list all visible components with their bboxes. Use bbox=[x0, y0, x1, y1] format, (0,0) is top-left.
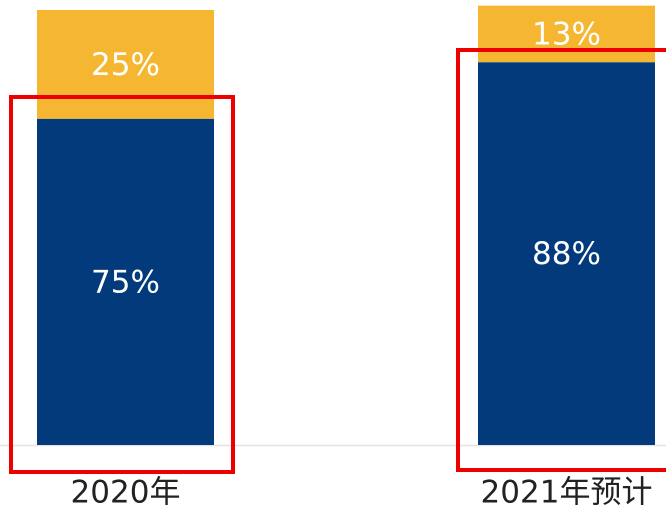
bar-segment bbox=[37, 10, 214, 119]
bar-segment bbox=[478, 62, 655, 445]
value-label: 88% bbox=[532, 236, 601, 272]
x-tick-label: 2020年 bbox=[71, 475, 181, 511]
x-tick-label: 2021年预计 bbox=[481, 475, 653, 511]
bar-segment bbox=[37, 118, 214, 445]
value-label: 25% bbox=[91, 47, 160, 83]
highlight-box bbox=[9, 95, 235, 474]
bar-segment bbox=[478, 5, 655, 63]
value-label: 75% bbox=[91, 264, 160, 300]
value-label: 13% bbox=[532, 16, 601, 52]
highlight-box bbox=[456, 48, 666, 472]
plot bbox=[37, 5, 655, 445]
